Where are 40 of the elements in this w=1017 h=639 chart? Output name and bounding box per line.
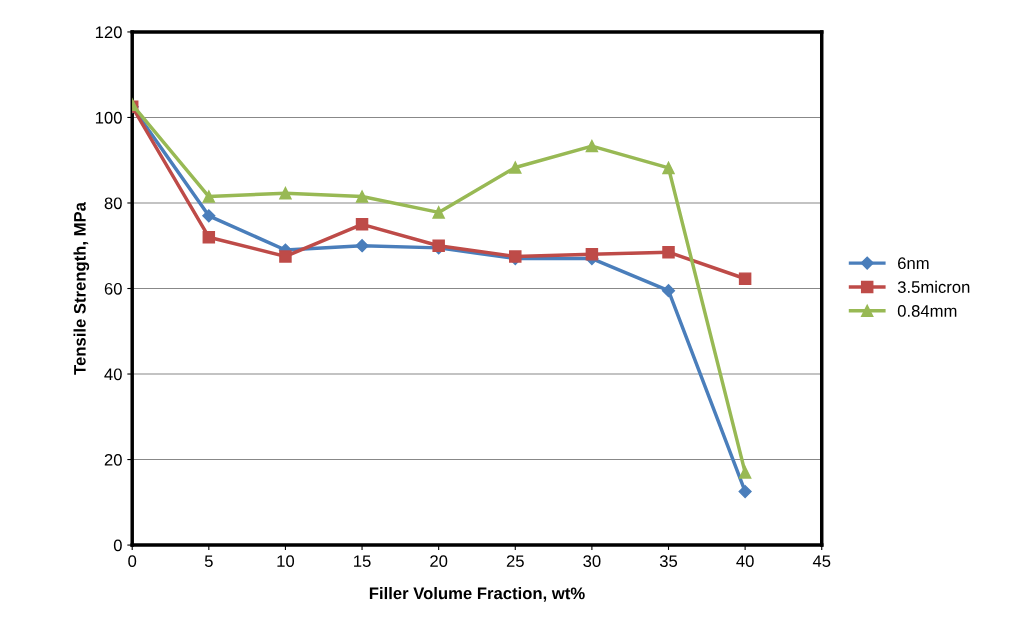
x-axis-title: Filler Volume Fraction, wt% xyxy=(369,586,585,602)
point xyxy=(202,190,216,203)
point xyxy=(509,161,522,174)
point xyxy=(738,466,752,479)
x-tick-label: 25 xyxy=(506,555,524,568)
x-tick-label: 20 xyxy=(430,555,448,568)
x-tick-label: 15 xyxy=(354,555,371,568)
point xyxy=(585,248,599,261)
point xyxy=(355,190,369,203)
point xyxy=(738,485,752,499)
x-tick-label: 10 xyxy=(277,555,295,568)
point xyxy=(585,139,599,153)
point xyxy=(279,250,292,263)
y-axis-title: Tensile Strength, MPa xyxy=(73,201,90,375)
y-tick-label: 120 xyxy=(95,26,122,39)
point xyxy=(279,186,292,200)
point xyxy=(738,272,752,285)
x-tick-label: 45 xyxy=(812,555,831,568)
legend-label: 0.84mm xyxy=(897,305,957,317)
y-tick-label: 0 xyxy=(113,539,122,552)
x-tick-label: 5 xyxy=(204,555,213,568)
point xyxy=(662,161,675,175)
y-tick-label: 100 xyxy=(95,111,122,124)
point xyxy=(202,230,216,244)
legend-label: 3.5micron xyxy=(897,280,970,293)
y-tick-label: 20 xyxy=(104,453,122,466)
x-tick-label: 40 xyxy=(736,555,754,568)
point xyxy=(355,239,369,253)
point xyxy=(662,245,675,259)
x-tick-label: 30 xyxy=(583,555,601,568)
point xyxy=(432,206,445,219)
y-tick-label: 40 xyxy=(104,368,122,381)
point xyxy=(661,284,676,298)
point xyxy=(355,218,369,231)
y-tick-label: 80 xyxy=(104,197,122,210)
legend-label: 6nm xyxy=(898,257,929,270)
y-tick-label: 60 xyxy=(104,282,122,295)
point xyxy=(202,209,216,223)
x-tick-label: 35 xyxy=(659,555,678,568)
x-tick-label: 0 xyxy=(128,555,137,568)
